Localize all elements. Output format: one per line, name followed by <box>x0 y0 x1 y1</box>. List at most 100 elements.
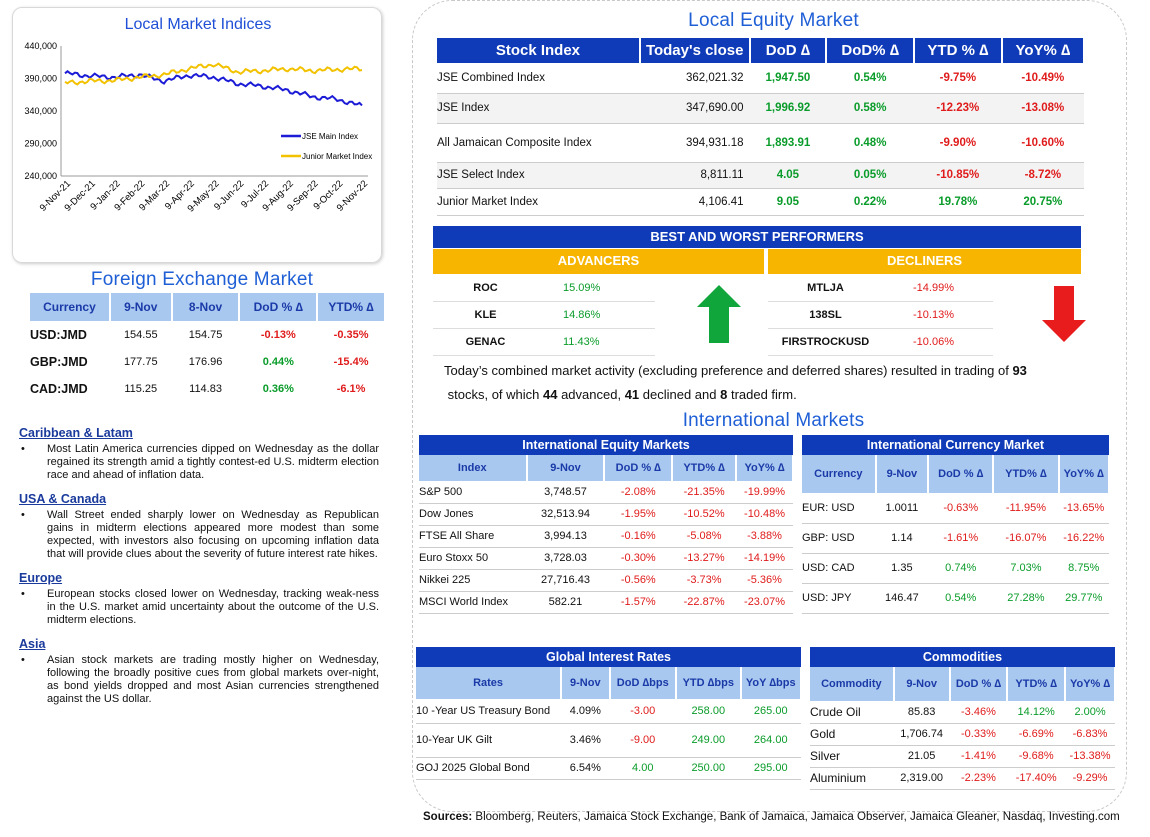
table-row: USD: CAD 1.35 0.74% 7.03% 8.75% <box>802 553 1109 584</box>
sources-text: Bloomberg, Reuters, Jamaica Stock Exchan… <box>472 811 1120 823</box>
table-title: Commodities <box>810 647 1115 667</box>
table-cell: CAD:JMD <box>30 381 88 396</box>
table-cell: 6.54% <box>561 757 610 780</box>
table-cell: -0.56% <box>604 569 673 592</box>
table-cell: 8,811.11 <box>639 162 750 189</box>
column-header: DoD ∆bps <box>609 667 678 699</box>
column-header: DoD % ∆ <box>928 455 995 493</box>
table-cell: 295.00 <box>740 757 801 780</box>
news-heading: Europe <box>19 571 63 585</box>
equity-title: Local Equity Market <box>688 10 859 31</box>
table-cell: 264.00 <box>740 723 801 758</box>
table-cell: USD: CAD <box>802 553 876 584</box>
table-cell: 8.75% <box>1058 553 1109 584</box>
table-cell: -21.35% <box>672 481 737 504</box>
table-cell: GBP:JMD <box>30 354 88 369</box>
summary-firm-count: 8 <box>720 387 728 402</box>
performer-row: ROC 15.09% <box>433 275 655 302</box>
table-row: USD:JMD 154.55 154.75 -0.13% -0.35% <box>30 321 385 348</box>
table-cell: -0.35% <box>333 328 369 341</box>
table-cell: 2,319.00 <box>893 767 950 790</box>
table-cell: -6.69% <box>1007 723 1066 746</box>
summary-text-5: traded firm. <box>727 387 797 402</box>
table-row: CAD:JMD 115.25 114.83 0.36% -6.1% <box>30 375 385 402</box>
table-cell: 32,513.94 <box>526 503 605 526</box>
table-cell: -22.87% <box>672 591 737 614</box>
table-cell: 265.00 <box>740 699 801 724</box>
table-cell: 582.21 <box>526 591 605 614</box>
table-cell: -0.16% <box>604 525 673 548</box>
column-header: Commodity <box>810 667 895 701</box>
table-cell: 0.58% <box>826 93 914 124</box>
market-summary: Today’s combined market activity (exclud… <box>444 359 1084 407</box>
series-line-0 <box>64 70 363 107</box>
table-cell: -9.00 <box>609 723 677 758</box>
fx-title: Foreign Exchange Market <box>90 269 314 290</box>
table-cell: 249.00 <box>676 723 741 758</box>
table-row: S&P 500 3,748.57 -2.08% -21.35% -19.99% <box>419 481 793 504</box>
table-cell: -10.49% <box>1001 63 1084 94</box>
table-cell: 14.12% <box>1007 701 1066 724</box>
table-cell: -10.60% <box>1001 123 1084 163</box>
table-cell: -13.08% <box>1001 93 1084 124</box>
table-cell: 10-Year UK Gilt <box>416 723 562 758</box>
performer-row: GENAC 11.43% <box>433 329 655 356</box>
table-cell: Nikkei 225 <box>419 569 527 592</box>
table-cell: -10.52% <box>672 503 737 526</box>
table-cell: -1.41% <box>949 745 1008 768</box>
intl-currency-table: International Currency Market Currency 9-N… <box>802 435 1110 614</box>
table-cell: -11.95% <box>993 493 1059 524</box>
table-cell: 21.05 <box>893 745 950 768</box>
table-cell: 347,690.00 <box>639 93 750 124</box>
table-cell: -0.63% <box>928 493 994 524</box>
table-cell: -9.29% <box>1065 767 1115 790</box>
decliners-header: DECLINERS <box>768 249 1081 274</box>
summary-advanced-count: 44 <box>543 387 558 402</box>
equity-panel-border <box>412 0 1127 812</box>
performer-change: 11.43% <box>563 336 600 348</box>
table-cell: 1.14 <box>875 523 929 554</box>
table-cell: -1.57% <box>604 591 673 614</box>
table-row: FTSE All Share 3,994.13 -0.16% -5.08% -3.88% <box>419 525 793 548</box>
summary-text-4: declined and <box>639 387 721 402</box>
news-heading: Asia <box>19 637 46 651</box>
column-header: Stock Index <box>437 38 641 63</box>
table-cell: -9.68% <box>1007 745 1066 768</box>
column-header: YoY ∆bps <box>740 667 803 699</box>
table-cell: 4.05 <box>749 162 827 189</box>
column-header: YoY% ∆ <box>1001 38 1086 63</box>
fx-table: Currency 9-Nov 8-Nov DoD % ∆ YTD% ∆ USD:JMD 15… <box>30 293 386 402</box>
performer-row: 138SL -10.13% <box>768 302 993 329</box>
table-cell: -3.73% <box>672 569 737 592</box>
table-cell: 27.28% <box>993 583 1059 614</box>
table-row: USD: JPY 146.47 0.54% 27.28% 29.77% <box>802 583 1109 614</box>
column-header: 8-Nov <box>171 293 241 321</box>
table-row: JSE Combined Index 362,021.32 1,947.50 0.54… <box>437 63 1084 94</box>
table-cell: 3,994.13 <box>526 525 605 548</box>
table-cell: 3,728.03 <box>526 547 605 570</box>
summary-text-3: advanced, <box>557 387 625 402</box>
summary-traded-count: 93 <box>1012 363 1027 378</box>
table-cell: -5.08% <box>672 525 737 548</box>
performers-title: BEST AND WORST PERFORMERS <box>433 226 1081 248</box>
table-cell: 27,716.43 <box>526 569 605 592</box>
table-cell: S&P 500 <box>419 481 527 504</box>
column-header: Currency <box>802 455 877 493</box>
y-tick-label: 390,000 <box>24 74 57 84</box>
legend-label: JSE Main Index <box>302 132 358 141</box>
table-row: 10-Year UK Gilt 3.46% -9.00 249.00 264.00 <box>416 723 801 758</box>
commodities-table: Commodities Commodity 9-Nov DoD % ∆ YTD% ∆ Yo… <box>810 647 1116 790</box>
series-line-1 <box>64 62 363 86</box>
y-tick-label: 440,000 <box>24 41 57 51</box>
table-cell: 154.55 <box>123 328 158 341</box>
table-cell: Dow Jones <box>419 503 527 526</box>
performer-change: -10.13% <box>913 309 954 321</box>
table-cell: 29.77% <box>1058 583 1109 614</box>
table-cell: MSCI World Index <box>419 591 527 614</box>
table-cell: -3.46% <box>949 701 1008 724</box>
table-cell: -17.40% <box>1007 767 1066 790</box>
table-cell: -13.65% <box>1058 493 1109 524</box>
local-equity-table: Stock Index Today's close DoD ∆ DoD% ∆ YTD %… <box>437 38 1086 216</box>
down-arrow-icon <box>1042 286 1086 342</box>
table-cell: GOJ 2025 Global Bond <box>416 757 562 780</box>
